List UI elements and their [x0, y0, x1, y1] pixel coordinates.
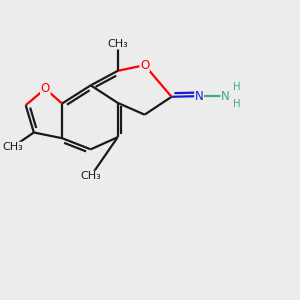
- Text: H: H: [233, 99, 240, 109]
- Text: CH₃: CH₃: [2, 142, 23, 152]
- Text: N: N: [221, 90, 230, 103]
- Text: O: O: [40, 82, 50, 95]
- Text: H: H: [233, 82, 240, 92]
- Text: CH₃: CH₃: [107, 39, 128, 49]
- Text: O: O: [140, 58, 149, 72]
- Text: CH₃: CH₃: [80, 171, 101, 181]
- Text: N: N: [195, 90, 203, 103]
